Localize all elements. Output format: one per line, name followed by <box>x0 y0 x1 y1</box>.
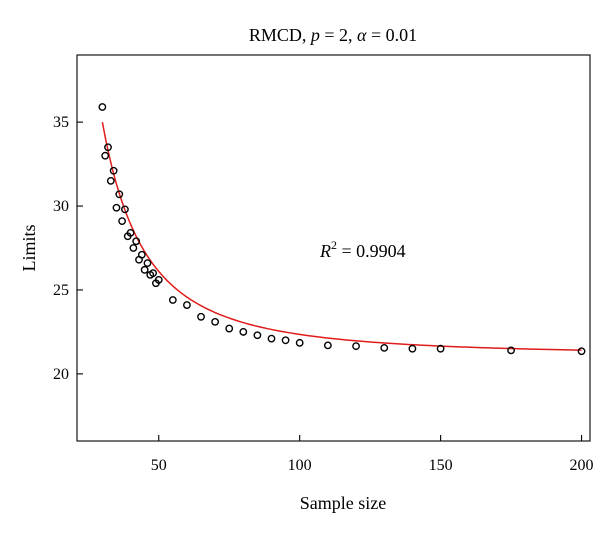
data-point <box>253 331 262 340</box>
data-point <box>137 250 146 259</box>
data-point <box>140 265 149 274</box>
y-axis-title: Limits <box>19 224 39 271</box>
data-point <box>98 103 107 111</box>
fit-curve <box>101 121 582 351</box>
data-point <box>225 324 234 333</box>
r-squared-annotation: R2 = 0.9904 <box>319 238 406 261</box>
data-point <box>352 342 360 351</box>
chart-title: RMCD, p = 2, α = 0.01 <box>249 25 417 45</box>
y-axis: 20 25 30 35 <box>53 114 83 383</box>
data-point <box>577 347 586 356</box>
data-point <box>118 217 126 226</box>
data-point <box>380 343 389 352</box>
y-tick-label: 25 <box>53 282 69 299</box>
data-point <box>126 228 135 237</box>
data-point <box>132 237 141 246</box>
data-point <box>295 338 304 347</box>
data-point <box>197 312 205 321</box>
data-point <box>183 301 191 309</box>
y-tick-label: 35 <box>53 114 69 131</box>
data-point <box>101 151 110 160</box>
data-point <box>104 143 112 152</box>
data-point <box>129 244 138 252</box>
x-tick-label: 100 <box>288 457 312 474</box>
data-point <box>168 296 177 304</box>
data-point <box>436 344 445 353</box>
data-point <box>408 344 417 353</box>
data-points <box>98 103 586 356</box>
data-point <box>154 275 163 284</box>
x-axis-title: Sample size <box>300 493 386 513</box>
data-point <box>211 317 220 326</box>
data-point <box>149 269 158 278</box>
data-point <box>143 259 152 268</box>
data-point <box>109 166 118 175</box>
plot-frame <box>76 54 591 442</box>
data-point <box>106 176 115 185</box>
x-tick-label: 150 <box>429 457 453 474</box>
data-point <box>115 190 124 199</box>
data-point <box>121 205 129 214</box>
data-point <box>267 334 276 343</box>
y-tick-label: 20 <box>53 366 69 383</box>
x-tick-label: 50 <box>151 457 167 474</box>
data-point <box>239 328 248 336</box>
y-tick-label: 30 <box>53 198 69 215</box>
data-point <box>507 346 515 355</box>
x-axis: 50 100 150 200 <box>151 435 594 474</box>
data-point <box>281 336 290 345</box>
x-tick-label: 200 <box>570 457 594 474</box>
data-point <box>112 203 121 212</box>
data-point <box>323 341 332 350</box>
